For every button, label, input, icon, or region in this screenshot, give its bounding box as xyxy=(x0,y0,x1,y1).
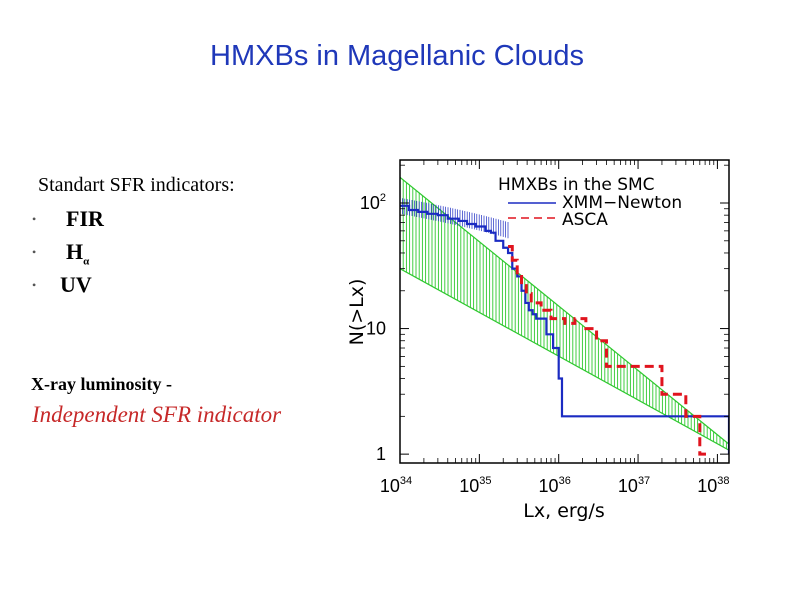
chart-legend: XMM−Newton ASCA xyxy=(508,193,682,230)
bullet-dot-icon: • xyxy=(32,278,37,292)
independent-indicator-text: Independent SFR indicator xyxy=(32,402,282,427)
x-tick-label: 1036 xyxy=(539,475,571,496)
y-tick-label: 1 xyxy=(376,444,386,464)
x-tick-label: 1038 xyxy=(697,475,729,496)
legend-label-asca: ASCA xyxy=(562,210,608,230)
x-axis-label: Lx, erg/s xyxy=(523,500,604,522)
x-tick-label: 1035 xyxy=(459,475,491,496)
bullet-label: FIR xyxy=(66,206,104,231)
tick-group: 1034 1035 1036 1037 1038 1 10 102 xyxy=(360,160,730,496)
y-tick-label: 10 xyxy=(366,319,386,339)
series-asca-line xyxy=(508,245,710,456)
band-lower-edge xyxy=(400,268,729,451)
bullet-subscript: α xyxy=(83,255,90,268)
x-tick-label: 1037 xyxy=(618,475,650,496)
xray-luminosity-text: X-ray luminosity - xyxy=(31,374,172,394)
x-tick-label: 1034 xyxy=(380,475,412,496)
sfr-heading: Standart SFR indicators: xyxy=(38,174,235,196)
bullet-dot-icon: • xyxy=(32,212,37,226)
bullet-dot-icon: • xyxy=(32,245,37,259)
band-upper-edge xyxy=(400,176,729,445)
y-axis-label: N(>Lx) xyxy=(346,279,368,346)
series-xmm-newton-line xyxy=(400,204,729,455)
plot-frame xyxy=(399,159,730,464)
bullet-label: UV xyxy=(60,272,92,297)
chart-title: HMXBs in the SMC xyxy=(498,175,655,195)
y-tick-label: 102 xyxy=(360,192,386,213)
bullet-item-fir: • FIR xyxy=(30,204,104,237)
bullet-label: H xyxy=(66,239,84,264)
legend-label-xmm: XMM−Newton xyxy=(562,193,682,213)
series-group xyxy=(400,204,729,456)
bullet-item-halpha: • Hα xyxy=(30,237,104,270)
sfr-indicator-list: • FIR • Hα • UV xyxy=(30,204,104,303)
bullet-item-uv: • UV xyxy=(30,270,104,303)
slide-title: HMXBs in Magellanic Clouds xyxy=(210,40,584,72)
